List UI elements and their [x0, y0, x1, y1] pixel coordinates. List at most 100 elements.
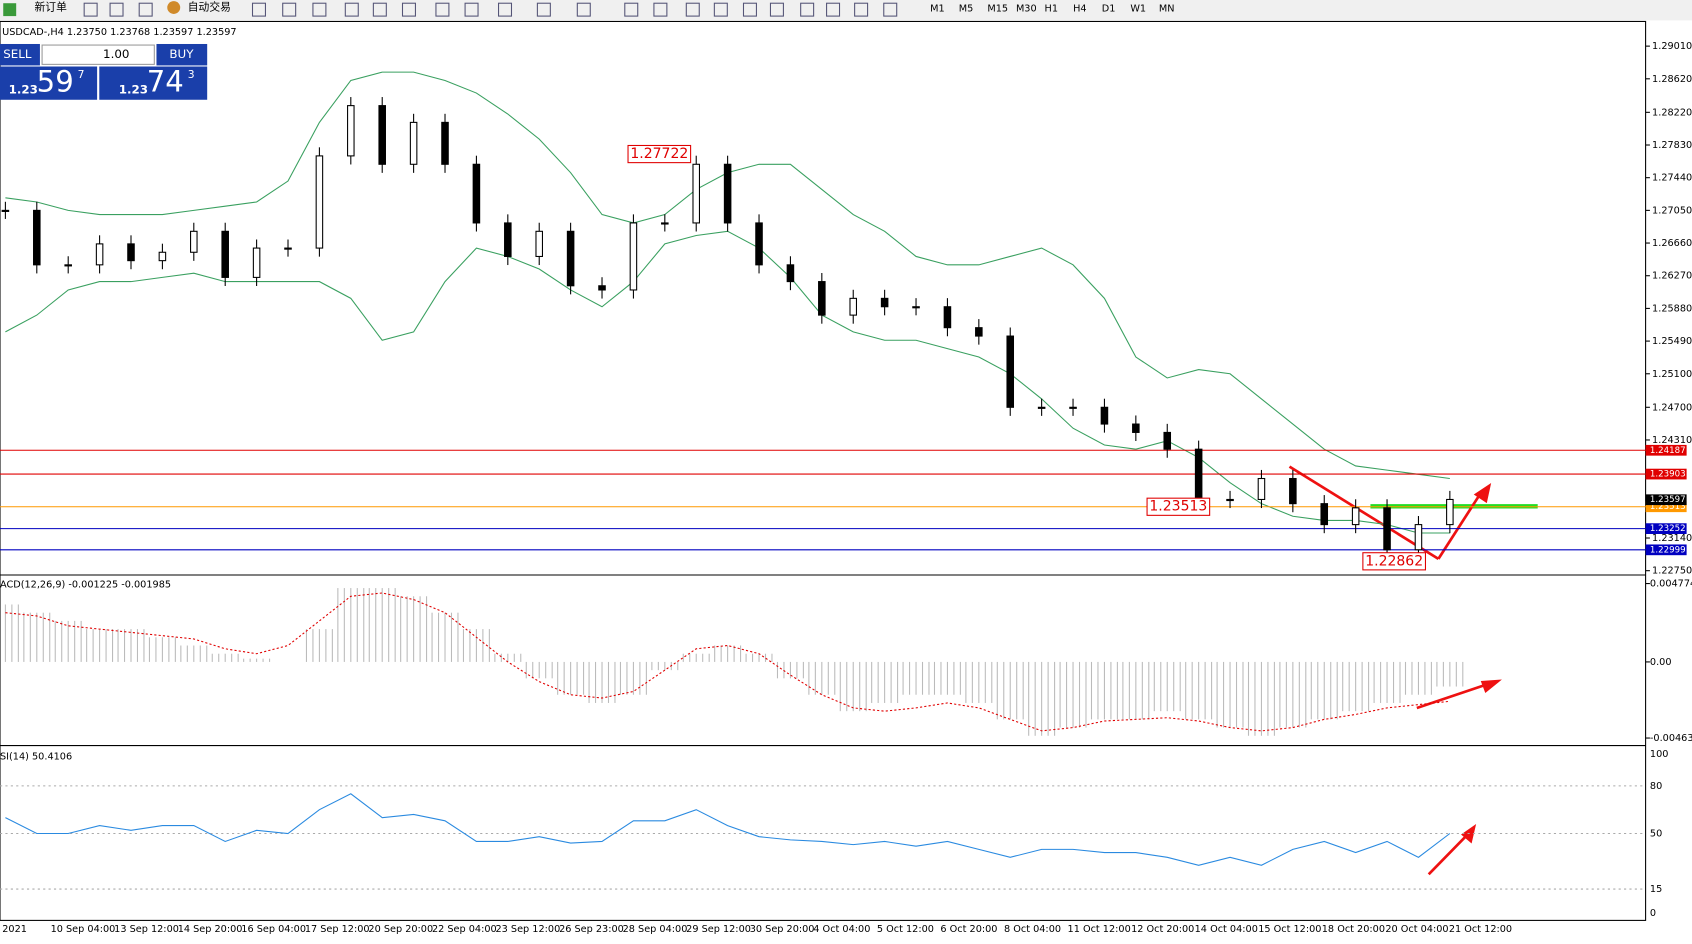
rsi-label: SI(14) 50.4106 — [0, 751, 72, 762]
tool-icon[interactable] — [109, 2, 124, 17]
candle — [849, 297, 858, 316]
level-tag — [1645, 444, 1687, 456]
tool-icon[interactable] — [854, 2, 869, 17]
candle — [190, 230, 198, 253]
tool-icon[interactable] — [576, 2, 591, 17]
candle — [1446, 498, 1454, 526]
tool-icon[interactable] — [138, 2, 153, 17]
tool-icon[interactable] — [826, 2, 841, 17]
annotation-box — [627, 144, 692, 164]
rsi-tick-label: 80 — [1650, 781, 1662, 792]
timeframe-button[interactable]: M1 — [930, 4, 945, 15]
timeframe-button[interactable]: D1 — [1102, 4, 1116, 15]
price-tick-label: 1.25490 — [1652, 336, 1692, 347]
timeframe-button[interactable]: M15 — [987, 4, 1008, 15]
date-label: 23 Sep 12:00 — [496, 924, 561, 935]
tool-icon[interactable] — [344, 2, 359, 17]
price-tick-label: 1.26660 — [1652, 238, 1692, 249]
candle — [598, 285, 606, 291]
auto-trading-icon[interactable] — [167, 1, 181, 14]
level-tag — [1645, 468, 1687, 480]
price-tick-label: 1.29010 — [1652, 41, 1692, 52]
buy-price-box[interactable] — [99, 66, 208, 100]
level-tag-label: 1.24187 — [1650, 446, 1686, 456]
candle — [1006, 335, 1015, 408]
new-order-icon[interactable] — [3, 3, 17, 17]
tool-icon[interactable] — [372, 2, 387, 17]
candle — [723, 163, 732, 224]
tool-icon[interactable] — [769, 2, 784, 17]
candle — [1257, 477, 1266, 501]
annotation: 1.27722 — [630, 146, 688, 162]
timeframe-button[interactable]: M30 — [1016, 4, 1037, 15]
tool-icon[interactable] — [624, 2, 639, 17]
sell-button[interactable] — [0, 43, 40, 66]
date-label: 8 Oct 04:00 — [1004, 924, 1061, 935]
lot-input[interactable] — [41, 44, 155, 65]
rsi-tick-label: 15 — [1650, 884, 1662, 895]
candle — [1132, 423, 1140, 433]
tool-icon[interactable] — [312, 2, 327, 17]
date-label: 12 Oct 20:00 — [1131, 924, 1194, 935]
tool-icon[interactable] — [713, 2, 728, 17]
arrows — [1288, 465, 1502, 876]
date-label: 30 Sep 20:00 — [750, 924, 815, 935]
tool-icon[interactable] — [401, 2, 416, 17]
candle — [1383, 507, 1391, 551]
candle — [504, 222, 512, 257]
timeframe-button[interactable]: W1 — [1130, 4, 1146, 15]
tool-icon[interactable] — [83, 2, 98, 17]
tool-icon[interactable] — [800, 2, 815, 17]
tool-icon[interactable] — [536, 2, 551, 17]
timeframe-button[interactable]: MN — [1159, 4, 1175, 15]
buy-label[interactable]: BUY — [169, 47, 194, 61]
price-tick-label: 1.28620 — [1652, 74, 1692, 85]
macd-tick-label: 0.00 — [1650, 657, 1672, 668]
level-tag — [1645, 523, 1687, 534]
date-label: 20 Sep 20:00 — [368, 924, 433, 935]
tool-icon[interactable] — [497, 2, 513, 17]
candle — [880, 297, 889, 308]
price-tick-label: 1.23140 — [1652, 533, 1692, 544]
tool-icon[interactable] — [464, 2, 479, 17]
auto-trading[interactable]: 自动交易 — [188, 1, 231, 14]
buy-button[interactable] — [156, 43, 208, 66]
price-tick-label: 1.26270 — [1652, 271, 1692, 282]
candle — [535, 230, 543, 257]
candle — [1194, 448, 1203, 501]
date-label: 18 Oct 20:00 — [1322, 924, 1385, 935]
candle — [912, 306, 920, 309]
toolbar — [0, 0, 1692, 21]
tool-icon[interactable] — [742, 2, 757, 17]
new-order[interactable]: 新订单 — [35, 1, 68, 14]
tool-icon[interactable] — [653, 2, 668, 17]
timeframe-button[interactable]: H1 — [1045, 4, 1058, 15]
candle — [786, 264, 795, 283]
tool-icon[interactable] — [282, 2, 297, 17]
chart-area — [0, 20, 1647, 921]
candle — [1351, 507, 1360, 526]
level-tag-label: 1.22999 — [1650, 545, 1686, 555]
date-label: 5 Oct 12:00 — [877, 924, 934, 935]
annotation: 1.22862 — [1365, 553, 1423, 569]
sell-label[interactable]: SELL — [3, 47, 32, 61]
macd-label: ACD(12,26,9) -0.001225 -0.001985 — [0, 580, 171, 591]
tool-icon[interactable] — [685, 2, 700, 17]
sell-price-box[interactable] — [0, 66, 98, 100]
candle — [943, 306, 952, 329]
date-label: 17 Sep 12:00 — [305, 924, 370, 935]
current-price-tag — [1645, 494, 1687, 506]
lot-value[interactable]: 1.00 — [103, 47, 129, 61]
candle — [33, 209, 41, 266]
candle — [441, 121, 449, 165]
timeframe-button[interactable]: H4 — [1073, 4, 1086, 15]
price-tick-label: 1.22750 — [1652, 566, 1692, 577]
candle — [1, 209, 10, 212]
tool-icon[interactable] — [883, 2, 898, 17]
macd-tick-label: -0.004637 — [1650, 733, 1692, 744]
timeframe-button[interactable]: M5 — [959, 4, 974, 15]
tool-icon[interactable] — [251, 2, 266, 17]
tool-icon[interactable] — [435, 2, 450, 17]
candle — [566, 230, 575, 287]
